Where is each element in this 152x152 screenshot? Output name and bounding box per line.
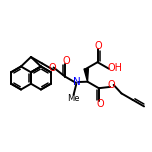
Text: N: N <box>73 77 81 87</box>
Text: OH: OH <box>107 63 122 73</box>
Text: O: O <box>108 80 115 90</box>
Polygon shape <box>84 69 88 82</box>
Text: O: O <box>96 99 104 109</box>
Text: O: O <box>62 55 70 66</box>
Text: O: O <box>49 63 56 73</box>
Text: Me: Me <box>67 94 80 103</box>
Text: O: O <box>95 41 102 51</box>
